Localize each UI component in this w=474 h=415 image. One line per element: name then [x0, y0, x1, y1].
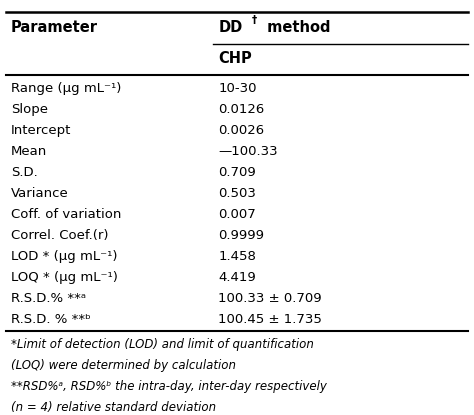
Text: †: †	[252, 15, 257, 25]
Text: 4.419: 4.419	[218, 271, 256, 284]
Text: R.S.D. % **ᵇ: R.S.D. % **ᵇ	[11, 313, 91, 326]
Text: Intercept: Intercept	[11, 124, 71, 137]
Text: 100.33 ± 0.709: 100.33 ± 0.709	[218, 292, 322, 305]
Text: 0.709: 0.709	[218, 166, 256, 179]
Text: 10-30: 10-30	[218, 82, 256, 95]
Text: LOQ * (μg mL⁻¹): LOQ * (μg mL⁻¹)	[11, 271, 118, 284]
Text: S.D.: S.D.	[11, 166, 37, 179]
Text: 0.0126: 0.0126	[218, 103, 264, 116]
Text: Parameter: Parameter	[11, 20, 98, 35]
Text: Range (μg mL⁻¹): Range (μg mL⁻¹)	[11, 82, 121, 95]
Text: 100.45 ± 1.735: 100.45 ± 1.735	[218, 313, 322, 326]
Text: 0.007: 0.007	[218, 208, 256, 221]
Text: 0.0026: 0.0026	[218, 124, 264, 137]
Text: R.S.D.% **ᵃ: R.S.D.% **ᵃ	[11, 292, 86, 305]
Text: method: method	[262, 20, 330, 35]
Text: 0.9999: 0.9999	[218, 229, 264, 242]
Text: Correl. Coef.(r): Correl. Coef.(r)	[11, 229, 109, 242]
Text: Mean: Mean	[11, 145, 47, 158]
Text: 1.458: 1.458	[218, 250, 256, 263]
Text: Coff. of variation: Coff. of variation	[11, 208, 121, 221]
Text: LOD * (μg mL⁻¹): LOD * (μg mL⁻¹)	[11, 250, 117, 263]
Text: DD: DD	[218, 20, 242, 35]
Text: CHP: CHP	[218, 51, 252, 66]
Text: **RSD%ᵃ, RSD%ᵇ the intra-day, inter-day respectively: **RSD%ᵃ, RSD%ᵇ the intra-day, inter-day …	[11, 380, 327, 393]
Text: *Limit of detection (LOD) and limit of quantification: *Limit of detection (LOD) and limit of q…	[11, 338, 314, 351]
Text: 0.503: 0.503	[218, 187, 256, 200]
Text: Variance: Variance	[11, 187, 69, 200]
Text: (LOQ) were determined by calculation: (LOQ) were determined by calculation	[11, 359, 236, 372]
Text: (n = 4) relative standard deviation: (n = 4) relative standard deviation	[11, 401, 216, 414]
Text: —100.33: —100.33	[218, 145, 278, 158]
Text: Slope: Slope	[11, 103, 48, 116]
